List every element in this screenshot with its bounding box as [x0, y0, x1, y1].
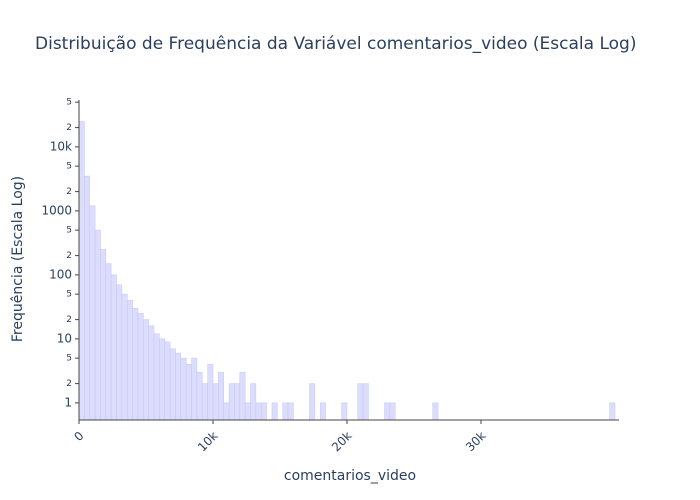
bar [175, 352, 182, 421]
y-tick-label: 1 [64, 395, 72, 409]
chart-title: Distribuição de Frequência da Variável c… [35, 34, 636, 54]
y-tick-label: 10k [50, 139, 72, 153]
bar [137, 313, 144, 421]
bar [223, 402, 230, 421]
bar [159, 338, 166, 421]
x-tick-label: 0 [71, 429, 86, 444]
bar [169, 348, 176, 421]
bar [389, 402, 396, 421]
bar [84, 175, 90, 421]
bar [250, 383, 257, 421]
bar [121, 293, 128, 421]
bar [94, 229, 101, 421]
y-tick-label: 5 [66, 162, 72, 172]
y-axis-label: Frequência (Escala Log) [10, 176, 26, 342]
y-tick-label: 5 [66, 354, 72, 364]
bar [234, 383, 241, 421]
bar [110, 274, 117, 421]
bar [228, 383, 235, 421]
bar [196, 372, 203, 421]
bar [319, 402, 326, 421]
bar [357, 383, 364, 421]
bar [271, 402, 278, 421]
bar [164, 341, 171, 421]
bar [78, 121, 85, 421]
bar [116, 284, 123, 421]
y-tick-label: 10 [57, 331, 72, 345]
bar [239, 372, 246, 421]
y-tick-label: 2 [66, 379, 72, 389]
bar [153, 333, 160, 421]
bar [362, 383, 369, 421]
y-tick-label: 2 [66, 315, 72, 325]
bar [191, 357, 198, 421]
bar [132, 308, 139, 421]
bar [207, 364, 214, 421]
bar [432, 402, 439, 421]
bar [143, 319, 149, 421]
x-tick-label: 30k [463, 429, 489, 455]
bar [148, 325, 155, 421]
bar [185, 364, 192, 421]
bar [212, 383, 219, 421]
bar [309, 383, 316, 421]
x-tick-label: 10k [195, 429, 221, 455]
bar [341, 402, 348, 421]
bar [105, 263, 112, 421]
y-tick-label: 1000 [41, 203, 72, 217]
y-tick-label: 5 [66, 98, 72, 108]
y-tick-label: 5 [66, 290, 72, 300]
y-tick-label: 100 [49, 267, 72, 281]
y-tick-label: 2 [66, 187, 72, 197]
bar [282, 402, 289, 421]
bar [180, 357, 187, 421]
bar [89, 205, 96, 421]
bar [100, 249, 107, 421]
bar [384, 402, 391, 421]
y-tick-label: 2 [66, 123, 72, 133]
y-tick-label: 5 [66, 226, 72, 236]
x-axis-label: comentarios_video [284, 468, 416, 484]
bar [218, 372, 224, 421]
bar [202, 383, 208, 421]
y-tick-label: 2 [66, 251, 72, 261]
bar [126, 300, 133, 421]
bar [609, 402, 616, 421]
bar [244, 402, 251, 421]
bar [287, 402, 294, 421]
bar [260, 402, 267, 421]
bar [255, 402, 262, 421]
x-tick-label: 20k [329, 429, 355, 455]
